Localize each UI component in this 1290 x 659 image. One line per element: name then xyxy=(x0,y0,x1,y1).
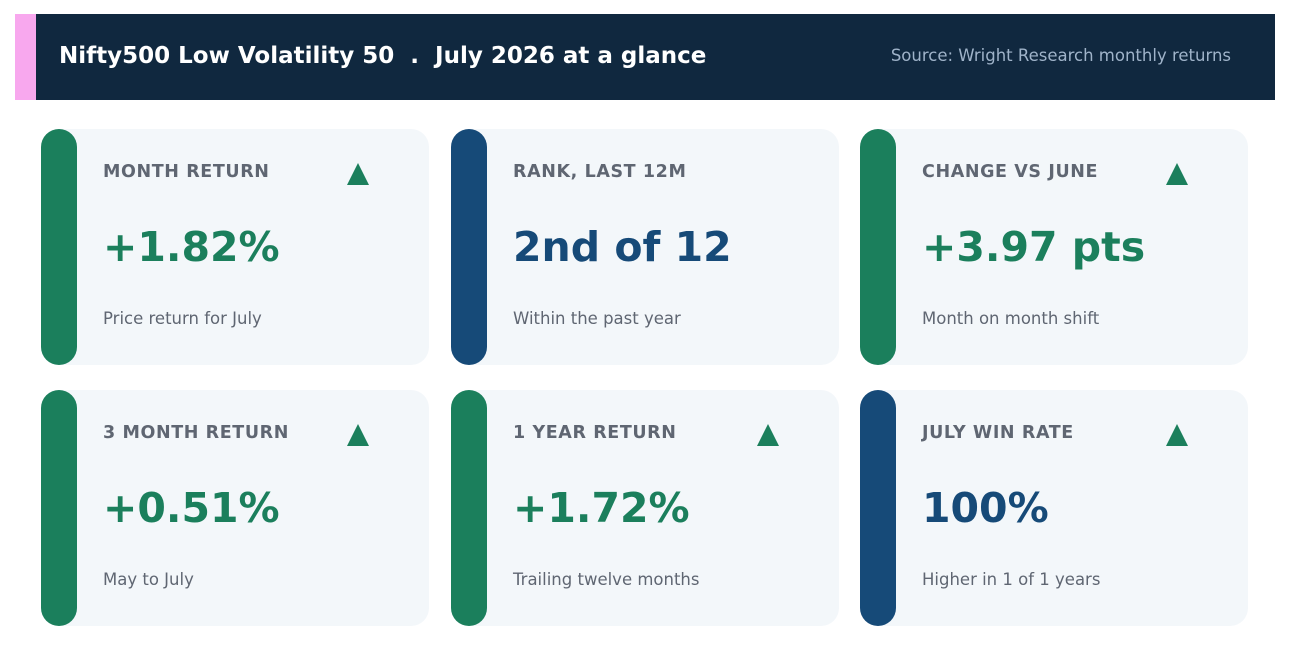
card-label: JULY WIN RATE xyxy=(922,423,1074,443)
card-stripe xyxy=(41,129,77,365)
up-arrow-icon xyxy=(757,424,779,446)
card-note: Higher in 1 of 1 years xyxy=(922,570,1101,589)
card-value: +0.51% xyxy=(103,484,280,532)
card-note: May to July xyxy=(103,570,194,589)
card-stripe xyxy=(860,129,896,365)
page-title: Nifty500 Low Volatility 50 . July 2026 a… xyxy=(59,43,707,69)
card-value: +1.72% xyxy=(513,484,690,532)
card-rank-last-12m: RANK, LAST 12M 2nd of 12 Within the past… xyxy=(451,129,839,365)
card-label: MONTH RETURN xyxy=(103,162,270,182)
card-note: Trailing twelve months xyxy=(513,570,700,589)
card-label: CHANGE VS JUNE xyxy=(922,162,1099,182)
card-note: Price return for July xyxy=(103,309,262,328)
card-note: Month on month shift xyxy=(922,309,1100,328)
card-value: 2nd of 12 xyxy=(513,223,732,271)
card-month-return: MONTH RETURN +1.82% Price return for Jul… xyxy=(41,129,429,365)
card-value: +3.97 pts xyxy=(922,223,1146,271)
card-july-win-rate: JULY WIN RATE 100% Higher in 1 of 1 year… xyxy=(860,390,1248,626)
card-stripe xyxy=(451,129,487,365)
up-arrow-icon xyxy=(1166,424,1188,446)
card-value: +1.82% xyxy=(103,223,280,271)
up-arrow-icon xyxy=(347,163,369,185)
header-banner: Nifty500 Low Volatility 50 . July 2026 a… xyxy=(15,14,1275,100)
card-stripe xyxy=(41,390,77,626)
card-label: 1 YEAR RETURN xyxy=(513,423,677,443)
up-arrow-icon xyxy=(1166,163,1188,185)
source-note: Source: Wright Research monthly returns xyxy=(890,46,1231,65)
card-label: RANK, LAST 12M xyxy=(513,162,687,182)
card-stripe xyxy=(860,390,896,626)
card-3-month-return: 3 MONTH RETURN +0.51% May to July xyxy=(41,390,429,626)
card-note: Within the past year xyxy=(513,309,681,328)
card-change-vs-june: CHANGE VS JUNE +3.97 pts Month on month … xyxy=(860,129,1248,365)
card-stripe xyxy=(451,390,487,626)
card-1-year-return: 1 YEAR RETURN +1.72% Trailing twelve mon… xyxy=(451,390,839,626)
card-value: 100% xyxy=(922,484,1049,532)
card-label: 3 MONTH RETURN xyxy=(103,423,289,443)
header-accent-bar xyxy=(15,14,36,100)
up-arrow-icon xyxy=(347,424,369,446)
